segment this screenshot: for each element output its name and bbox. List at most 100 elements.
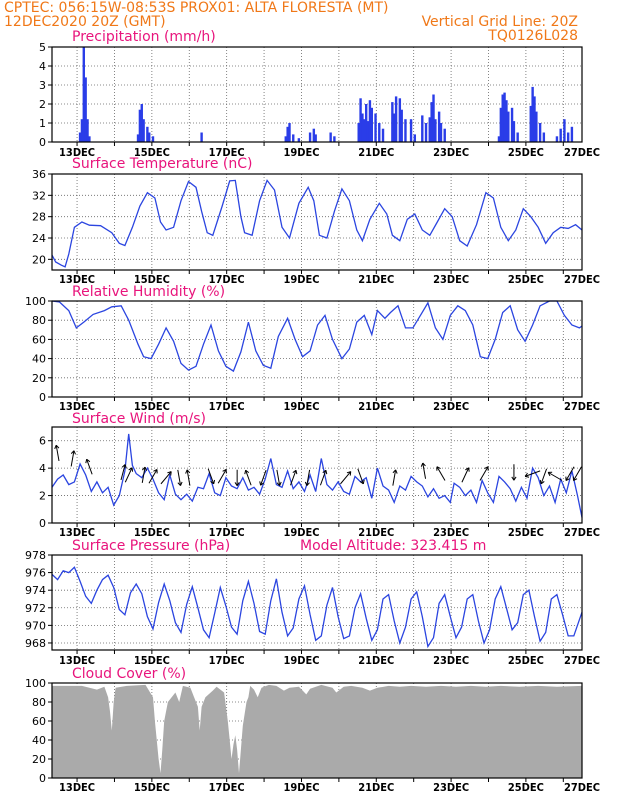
precip-bar xyxy=(566,132,570,142)
wind-ytick-label: 2 xyxy=(39,490,46,503)
wind-arrow-shaft xyxy=(86,459,93,475)
wind-arrow-head xyxy=(420,462,426,467)
wind-arrow-head xyxy=(292,469,298,475)
wind-panel: 0 2 4 6 13DEC 15DEC 17DEC 19DEC 21DEC 23DEC 25DEC 2… xyxy=(39,411,600,539)
rh-ytick-label: 40 xyxy=(32,353,46,366)
temp-date-label: 17DEC xyxy=(209,273,245,286)
precip-bar xyxy=(497,136,501,142)
pres-panel: 968 970 972 974 976 978 13DEC 15DEC 17DEC 19DEC 21… xyxy=(25,538,600,667)
wind-arrow-head xyxy=(565,476,570,482)
header-run-time: 12DEC2020 20Z (GMT) xyxy=(4,14,166,30)
cloud-panel: 0 20 40 60 80 100 13DEC 15DEC 17DEC 19DEC 21DEC 23D… xyxy=(25,666,600,794)
precip-bar xyxy=(512,121,516,142)
precip-date-label: 25DEC xyxy=(508,146,544,159)
cloud-date-label: 13DEC xyxy=(59,781,95,794)
precip-bar xyxy=(394,96,398,142)
cloud-date-label: 19DEC xyxy=(283,781,319,794)
precip-bar xyxy=(78,132,82,142)
precip-bar xyxy=(443,128,446,142)
temp-panel: 20 24 28 32 36 13DEC 15DEC 17DEC 19DEC 21DEC 23DEC… xyxy=(32,156,600,286)
pres-date-label: 23DEC xyxy=(433,654,469,667)
precip-bar xyxy=(146,126,149,142)
wind-arrow-head xyxy=(54,444,60,450)
precip-bar xyxy=(381,128,385,142)
precip-bar xyxy=(138,109,142,142)
wind-date-label: 23DEC xyxy=(433,526,469,539)
temp-ytick-label: 32 xyxy=(32,189,46,202)
rh-date-label: 25DEC xyxy=(508,400,544,413)
wind-arrow-head xyxy=(141,466,148,472)
precip-bar xyxy=(559,128,562,142)
wind-arrow-shaft xyxy=(290,470,297,486)
precip-bar xyxy=(359,98,362,142)
wind-arrow-shaft xyxy=(565,466,575,481)
precip-bar xyxy=(501,94,504,142)
wind-date-label: 27DEC xyxy=(564,526,600,539)
precip-bar xyxy=(555,136,559,142)
precip-bar xyxy=(432,94,435,142)
rh-ytick-label: 80 xyxy=(32,314,46,327)
wind-arrow-shaft xyxy=(524,470,541,477)
precip-bar xyxy=(368,100,372,142)
precip-bar xyxy=(398,98,402,142)
header-station-info: CPTEC: 056:15W-08:53S PROX01: ALTA FLORE… xyxy=(4,0,389,16)
wind-arrow-head xyxy=(177,481,183,486)
rh-title: Relative Humidity (%) xyxy=(72,284,225,300)
wind-arrow-head xyxy=(304,481,310,486)
pres-ytick-label: 978 xyxy=(25,549,46,562)
precip-bar xyxy=(533,96,536,142)
temp-series-line xyxy=(51,179,583,268)
precip-bar xyxy=(421,115,424,142)
wind-arrow-shaft xyxy=(319,470,327,486)
rh-date-label: 15DEC xyxy=(134,400,170,413)
cloud-frame xyxy=(51,682,583,779)
temp-date-label: 21DEC xyxy=(358,273,394,286)
precip-bar xyxy=(88,136,91,142)
wind-arrow-shaft xyxy=(124,467,133,483)
rh-panel: 0 20 40 60 80 100 13DEC 15DEC 17DEC 19DEC 21DEC 23D… xyxy=(25,284,600,413)
precip-bar xyxy=(364,104,368,142)
wind-arrow-shaft xyxy=(422,462,427,479)
precip-date-label: 15DEC xyxy=(134,146,170,159)
wind-arrow-head xyxy=(128,467,134,472)
wind-arrow-head xyxy=(484,466,489,471)
precip-bar xyxy=(439,123,443,142)
precip-bar xyxy=(434,119,437,142)
pres-series-line xyxy=(51,566,583,649)
precip-bar xyxy=(308,132,312,142)
precip-bar xyxy=(538,123,542,142)
cloud-date-label: 17DEC xyxy=(209,781,245,794)
wind-arrow-shaft xyxy=(547,471,563,481)
pres-date-label: 15DEC xyxy=(134,654,170,667)
wind-ytick-label: 0 xyxy=(39,517,46,530)
wind-arrow-head xyxy=(185,469,191,474)
wind-arrow-head xyxy=(392,469,398,474)
wind-arrow-shaft xyxy=(70,450,75,467)
precip-bar xyxy=(510,107,514,142)
rh-date-label: 19DEC xyxy=(283,400,319,413)
wind-frame xyxy=(51,426,583,524)
wind-date-label: 17DEC xyxy=(209,526,245,539)
cloud-ytick-label: 40 xyxy=(32,734,46,747)
precip-date-label: 23DEC xyxy=(433,146,469,159)
precip-bar xyxy=(404,119,407,142)
wind-date-label: 21DEC xyxy=(358,526,394,539)
header-grid-line: Vertical Grid Line: 20Z xyxy=(422,14,578,30)
pres-ytick-label: 974 xyxy=(25,584,46,597)
rh-ytick-label: 100 xyxy=(25,295,46,308)
precip-bar xyxy=(361,113,364,142)
rh-frame xyxy=(51,300,583,398)
wind-arrow-shaft xyxy=(148,469,158,484)
wind-ytick-label: 4 xyxy=(39,462,46,475)
precip-ytick-label: 5 xyxy=(39,41,46,54)
precip-bar xyxy=(378,123,381,142)
temp-ytick-label: 24 xyxy=(32,232,46,245)
wind-arrow-head xyxy=(121,464,127,469)
pres-ytick-label: 968 xyxy=(25,637,46,650)
wind-arrow-shaft xyxy=(392,469,397,486)
wind-arrow-head xyxy=(346,471,352,476)
wind-arrow-shaft xyxy=(479,466,489,481)
rh-series-line xyxy=(51,300,583,373)
pres-date-label: 19DEC xyxy=(283,654,319,667)
precip-date-label: 19DEC xyxy=(283,146,319,159)
